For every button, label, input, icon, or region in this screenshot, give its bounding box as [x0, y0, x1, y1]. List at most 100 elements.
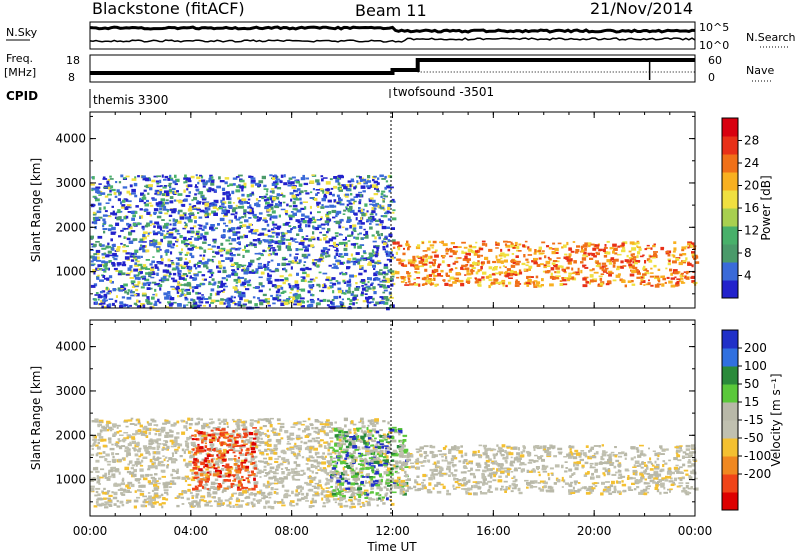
echo-cell: [279, 426, 285, 429]
echo-cell: [283, 493, 288, 498]
echo-cell: [407, 259, 413, 262]
echo-cell: [245, 439, 251, 442]
echo-cell: [434, 268, 439, 273]
echo-cell: [551, 248, 555, 250]
echo-cell: [535, 275, 539, 279]
echo-cell: [259, 434, 262, 437]
echo-cell: [243, 440, 247, 443]
echo-cell: [268, 496, 272, 499]
echo-cell: [429, 283, 433, 286]
echo-cell: [402, 252, 406, 256]
echo-cell: [408, 283, 414, 286]
echo-cell: [566, 266, 570, 270]
echo-cell: [536, 263, 541, 267]
echo-cell: [233, 262, 239, 265]
echo-cell: [584, 266, 589, 269]
echo-cell: [592, 247, 597, 251]
echo-cell: [148, 274, 152, 277]
echo-cell: [297, 485, 302, 489]
echo-cell: [259, 301, 264, 306]
echo-cell: [139, 197, 142, 202]
echo-cell: [273, 433, 278, 436]
echo-cell: [350, 503, 355, 505]
echo-cell: [142, 282, 147, 286]
echo-cell: [316, 201, 321, 205]
echo-cell: [202, 448, 205, 451]
echo-cell: [164, 491, 169, 494]
echo-cell: [227, 230, 231, 233]
echo-cell: [112, 469, 117, 472]
echo-cell: [263, 199, 268, 202]
echo-cell: [116, 246, 121, 249]
echo-cell: [395, 271, 400, 275]
echo-cell: [218, 451, 222, 454]
echo-cell: [515, 280, 520, 285]
echo-cell: [202, 283, 206, 286]
echo-cell: [657, 279, 661, 283]
echo-cell: [316, 456, 322, 459]
echo-cell: [108, 275, 113, 279]
echo-cell: [127, 463, 130, 466]
echo-cell: [258, 252, 261, 255]
echo-cell: [236, 253, 241, 256]
echo-cell: [465, 278, 471, 281]
echo-cell: [475, 250, 479, 253]
echo-cell: [158, 477, 162, 480]
echo-cell: [383, 266, 389, 269]
echo-cell: [194, 193, 197, 196]
echo-cell: [361, 446, 365, 450]
echo-cell: [360, 177, 364, 180]
echo-cell: [258, 449, 262, 452]
echo-cell: [314, 197, 318, 201]
echo-cell: [220, 443, 224, 447]
echo-cell: [123, 432, 129, 434]
power-colorbar-tick-label: 4: [744, 269, 752, 283]
echo-cell: [157, 268, 160, 271]
echo-cell: [307, 290, 311, 294]
echo-cell: [372, 297, 375, 301]
echo-cell: [126, 296, 132, 300]
echo-cell: [111, 452, 115, 456]
echo-cell: [250, 175, 254, 179]
echo-cell: [225, 433, 230, 436]
echo-cell: [293, 303, 298, 306]
echo-cell: [151, 179, 156, 183]
echo-cell: [266, 302, 270, 305]
echo-cell: [163, 489, 169, 491]
echo-cell: [190, 244, 195, 247]
echo-cell: [149, 458, 153, 463]
echo-cell: [345, 500, 348, 503]
echo-cell: [369, 226, 373, 230]
echo-cell: [461, 250, 464, 254]
echo-cell: [105, 503, 108, 506]
echo-cell: [639, 282, 643, 285]
echo-cell: [353, 212, 358, 215]
echo-cell: [357, 499, 361, 502]
echo-cell: [308, 455, 313, 458]
echo-cell: [293, 285, 297, 289]
echo-cell: [163, 190, 169, 193]
echo-cell: [527, 279, 532, 282]
echo-cell: [108, 303, 112, 307]
echo-cell: [137, 478, 142, 481]
echo-cell: [631, 283, 636, 286]
freq-frame: [89, 54, 696, 83]
echo-cell: [189, 286, 192, 289]
echo-cell: [111, 491, 114, 494]
echo-cell: [201, 424, 206, 427]
echo-cell: [334, 501, 337, 504]
echo-cell: [189, 275, 192, 278]
echo-cell: [122, 245, 126, 248]
echo-cell: [186, 445, 190, 449]
echo-cell: [209, 435, 213, 438]
echo-cell: [649, 275, 655, 278]
echo-cell: [650, 284, 654, 287]
echo-cell: [151, 419, 157, 423]
echo-cell: [126, 436, 129, 440]
echo-cell: [177, 274, 182, 276]
echo-cell: [447, 279, 451, 282]
echo-cell: [232, 505, 235, 508]
echo-cell: [268, 247, 272, 252]
echo-cell: [243, 428, 248, 433]
